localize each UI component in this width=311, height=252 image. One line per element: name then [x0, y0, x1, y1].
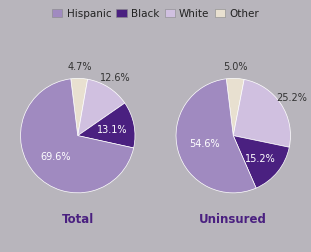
Legend: Hispanic, Black, White, Other: Hispanic, Black, White, Other — [48, 5, 263, 23]
Text: 69.6%: 69.6% — [40, 151, 71, 161]
Text: 15.2%: 15.2% — [245, 153, 276, 163]
Text: 5.0%: 5.0% — [223, 61, 248, 72]
Text: 4.7%: 4.7% — [67, 61, 92, 72]
Wedge shape — [176, 80, 256, 193]
Text: Uninsured: Uninsured — [199, 212, 267, 225]
Text: 12.6%: 12.6% — [100, 73, 131, 82]
Text: 54.6%: 54.6% — [189, 139, 220, 149]
Wedge shape — [226, 79, 244, 136]
Wedge shape — [233, 80, 290, 148]
Wedge shape — [71, 79, 88, 136]
Wedge shape — [233, 136, 289, 188]
Text: Total: Total — [62, 212, 94, 225]
Wedge shape — [78, 104, 135, 148]
Text: 13.1%: 13.1% — [97, 124, 128, 134]
Wedge shape — [78, 80, 125, 136]
Wedge shape — [21, 80, 134, 193]
Text: 25.2%: 25.2% — [276, 92, 307, 103]
